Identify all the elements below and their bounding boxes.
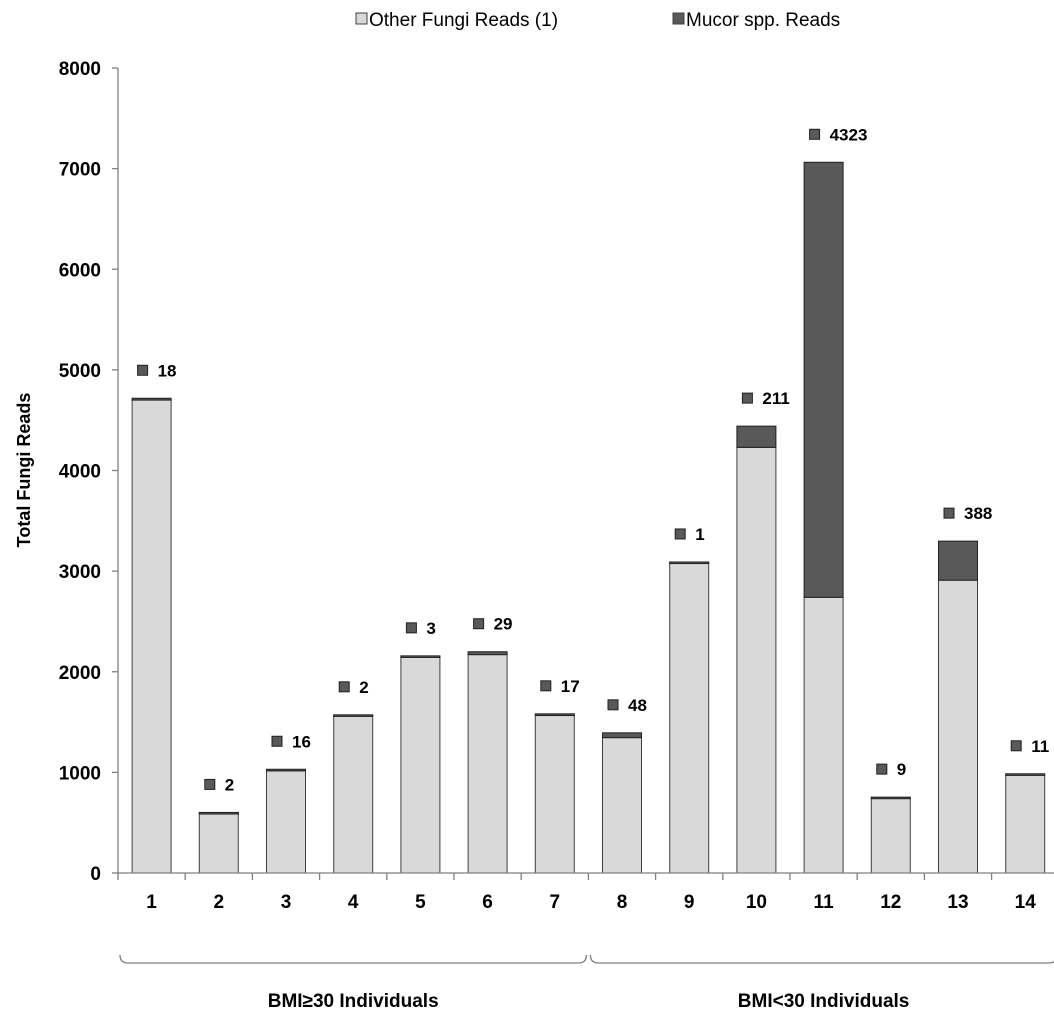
- data-label-marker: [405, 622, 417, 634]
- x-axis: 1 2 3 4 5 6 7 8 9 10 11 12 13 14: [117, 872, 1054, 913]
- bar-mucor: [1005, 773, 1046, 776]
- bar-other-fungi: [938, 579, 978, 874]
- bar-other-fungi: [333, 714, 374, 874]
- bar-other-fungi: [467, 654, 508, 874]
- group-label: BMI≥30 Individuals: [268, 991, 439, 1012]
- y-tick-label: 1000: [59, 763, 101, 784]
- x-category-label: 8: [617, 892, 628, 913]
- data-label-marker: [943, 507, 955, 519]
- legend-label: Other Fungi Reads (1): [369, 10, 558, 31]
- x-category-label: 13: [947, 892, 968, 913]
- bar-mucor: [131, 397, 172, 401]
- data-label-marker: [473, 618, 485, 630]
- x-category-label: 14: [1015, 892, 1037, 913]
- y-axis-title: Total Fungi Reads: [14, 393, 34, 548]
- bar-other-fungi: [736, 446, 777, 874]
- x-category-label: 11: [814, 892, 835, 913]
- bar-mucor: [467, 651, 508, 656]
- y-tick-label: 7000: [59, 160, 101, 181]
- x-category-label: 7: [550, 892, 561, 913]
- y-axis: 0 1000 2000 3000 4000 5000 6000 7000 8000: [59, 59, 119, 885]
- data-label: 3: [426, 619, 435, 638]
- bars: 18 2 16 2 3 29 17 48 1 211 4323 9 388 11: [131, 125, 1049, 874]
- data-label: 9: [897, 760, 906, 779]
- bar-other-fungi: [803, 596, 844, 874]
- data-label: 1: [695, 525, 704, 544]
- bar-other-fungi: [602, 737, 642, 874]
- bar-mucor: [736, 425, 777, 448]
- x-category-label: 3: [281, 892, 292, 913]
- data-label-marker: [540, 680, 552, 692]
- data-label-marker: [338, 681, 350, 693]
- bar-mucor: [602, 732, 642, 739]
- data-label-marker: [809, 128, 821, 140]
- group-brackets: BMI≥30 Individuals BMI<30 Individuals: [119, 954, 1054, 1012]
- group-label: BMI<30 Individuals: [738, 991, 910, 1012]
- data-label-marker: [137, 364, 149, 376]
- data-label-marker: [271, 735, 283, 747]
- y-tick-label: 3000: [59, 562, 101, 583]
- bar-other-fungi: [1005, 774, 1046, 874]
- data-label-marker: [1010, 740, 1022, 752]
- legend: Other Fungi Reads (1) Mucor spp. Reads: [355, 10, 840, 31]
- bar-other-fungi: [266, 770, 306, 874]
- bar-other-fungi: [400, 655, 441, 874]
- data-label-marker: [741, 392, 753, 404]
- data-label: 2: [359, 678, 368, 697]
- bar-mucor: [803, 161, 844, 598]
- data-label-marker: [876, 763, 888, 775]
- bar-mucor: [938, 540, 978, 581]
- data-label: 17: [561, 677, 580, 696]
- legend-label: Mucor spp. Reads: [686, 10, 840, 31]
- bar-other-fungi: [669, 561, 710, 874]
- x-category-label: 1: [146, 892, 157, 913]
- data-label-marker: [204, 778, 216, 790]
- x-category-label: 5: [415, 892, 426, 913]
- data-label: 29: [494, 615, 513, 634]
- x-category-label: 10: [746, 892, 767, 913]
- group-bracket: [589, 954, 1054, 964]
- bar-other-fungi: [870, 797, 911, 874]
- bar-mucor: [669, 561, 710, 565]
- data-label: 4323: [830, 125, 868, 144]
- y-tick-label: 6000: [59, 260, 101, 281]
- data-label: 16: [292, 732, 311, 751]
- x-category-label: 2: [214, 892, 225, 913]
- x-category-label: 6: [482, 892, 493, 913]
- data-label: 11: [1031, 737, 1049, 756]
- bar-mucor: [266, 768, 306, 772]
- bar-other-fungi: [534, 715, 575, 874]
- y-tick-label: 8000: [59, 59, 101, 80]
- legend-swatch: [355, 12, 368, 25]
- legend-swatch: [672, 12, 685, 25]
- data-label-marker: [674, 528, 686, 540]
- bar-mucor: [400, 655, 441, 658]
- data-label: 48: [628, 696, 647, 715]
- y-tick-label: 0: [90, 864, 101, 885]
- group-bracket: [119, 954, 588, 964]
- y-tick-label: 2000: [59, 663, 101, 684]
- y-tick-label: 4000: [59, 462, 101, 483]
- x-category-label: 4: [348, 892, 359, 913]
- bar-mucor: [534, 713, 575, 717]
- data-label: 211: [762, 389, 789, 408]
- bar-mucor: [333, 714, 374, 717]
- bar-other-fungi: [198, 812, 239, 874]
- data-label: 18: [158, 361, 177, 380]
- bar-mucor: [198, 811, 239, 815]
- bar-mucor: [870, 796, 911, 800]
- y-tick-label: 5000: [59, 361, 101, 382]
- x-category-label: 9: [684, 892, 695, 913]
- data-label-marker: [607, 699, 619, 711]
- data-label: 388: [964, 504, 992, 523]
- data-label: 2: [225, 775, 234, 794]
- bar-other-fungi: [131, 399, 172, 874]
- x-category-label: 12: [880, 892, 901, 913]
